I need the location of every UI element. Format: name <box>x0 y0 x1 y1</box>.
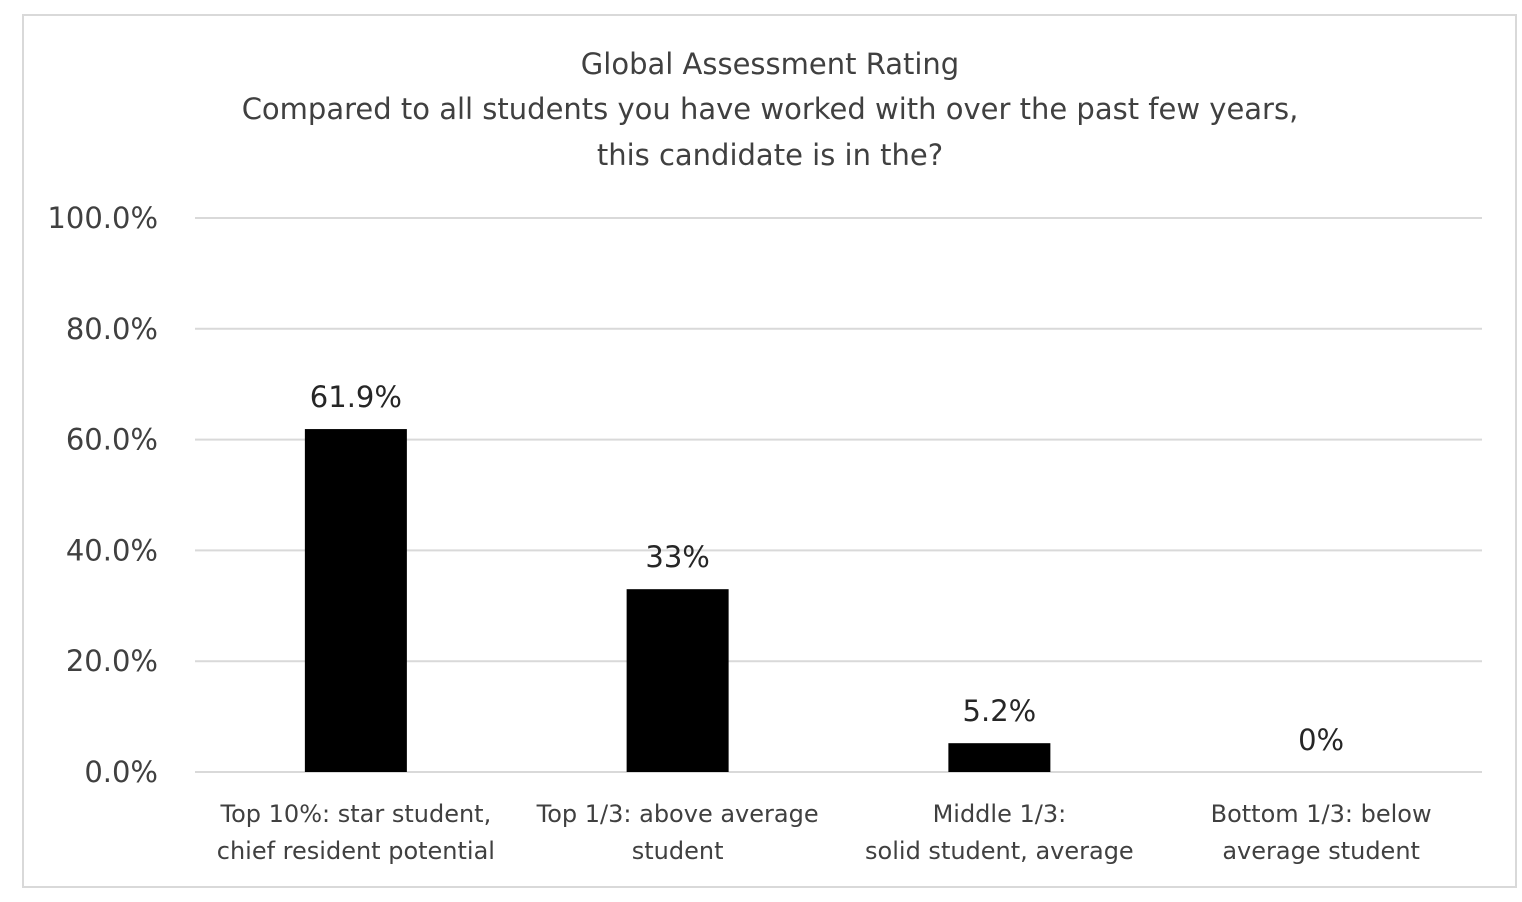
bar <box>304 429 407 772</box>
x-category-label: Bottom 1/3: below <box>1211 800 1432 828</box>
y-tick-label: 80.0% <box>66 312 158 346</box>
x-category-label: chief resident potential <box>217 837 495 865</box>
chart-title-line-2: Compared to all students you have worked… <box>242 92 1299 126</box>
bars <box>304 429 1051 772</box>
chart-title-line-1: Global Assessment Rating <box>581 47 959 81</box>
x-category-label: student <box>632 837 724 865</box>
bar <box>948 743 1051 772</box>
gridlines <box>195 217 1482 773</box>
x-category-label: Top 1/3: above average <box>536 800 819 828</box>
data-label: 5.2% <box>963 694 1037 728</box>
x-category-label: Top 10%: star student, <box>220 800 492 828</box>
y-tick-label: 0.0% <box>84 755 158 789</box>
data-label: 33% <box>645 540 709 574</box>
y-tick-label: 100.0% <box>47 201 158 235</box>
y-tick-label: 60.0% <box>66 423 158 457</box>
data-label: 0% <box>1298 723 1344 757</box>
chart-title-line-3: this candidate is in the? <box>597 138 943 172</box>
chart-title: Global Assessment Rating Compared to all… <box>242 47 1299 172</box>
y-axis-tick-labels: 0.0% 20.0% 40.0% 60.0% 80.0% 100.0% <box>47 201 158 789</box>
x-category-label: solid student, average <box>865 837 1134 865</box>
data-label: 61.9% <box>310 380 402 414</box>
chart-frame <box>22 14 1517 888</box>
x-category-label: average student <box>1222 837 1420 865</box>
y-tick-label: 20.0% <box>66 644 158 678</box>
x-category-label: Middle 1/3: <box>933 800 1067 828</box>
y-tick-label: 40.0% <box>66 533 158 567</box>
x-axis-category-labels: Top 10%: star student, chief resident pot… <box>217 800 1432 865</box>
bar <box>626 589 729 772</box>
data-labels: 61.9% 33% 5.2% 0% <box>310 380 1344 757</box>
